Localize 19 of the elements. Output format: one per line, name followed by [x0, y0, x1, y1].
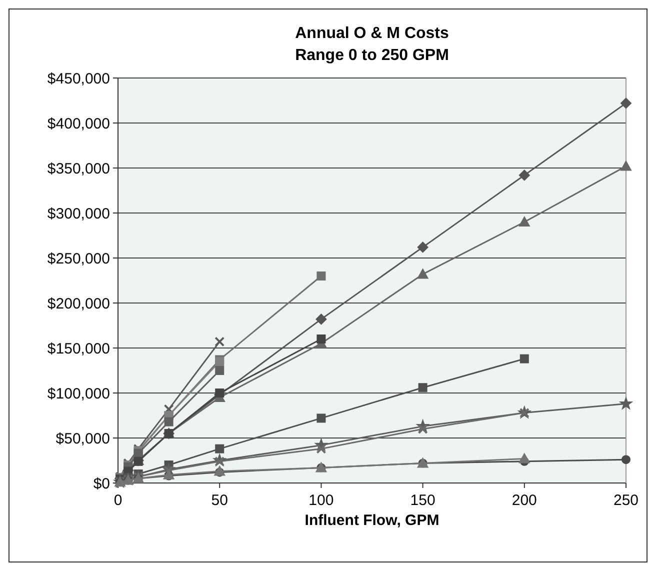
x-tick-label: 0	[114, 492, 122, 509]
x-tick-label: 100	[308, 492, 334, 509]
x-tick-label: 150	[410, 492, 436, 509]
x-tick-label: 200	[512, 492, 537, 509]
x-tick-label: 250	[613, 492, 639, 509]
x-tick-label: 50	[211, 492, 228, 509]
x-axis-title: Influent Flow, GPM	[304, 512, 440, 529]
y-tick-label: $450,000	[47, 70, 110, 88]
y-tick-label: $50,000	[56, 430, 110, 448]
y-tick-label: $0	[93, 475, 110, 492]
chart-subtitle: Range 0 to 250 GPM	[295, 47, 449, 64]
y-tick-label: $400,000	[47, 115, 110, 132]
y-tick-label: $350,000	[47, 160, 110, 178]
y-tick-label: $200,000	[47, 295, 110, 312]
y-tick-label: $300,000	[47, 205, 110, 222]
y-tick-label: $150,000	[47, 340, 110, 358]
y-tick-label: $100,000	[47, 385, 110, 402]
chart-title: Annual O & M Costs	[295, 25, 449, 42]
y-tick-label: $250,000	[47, 250, 110, 268]
